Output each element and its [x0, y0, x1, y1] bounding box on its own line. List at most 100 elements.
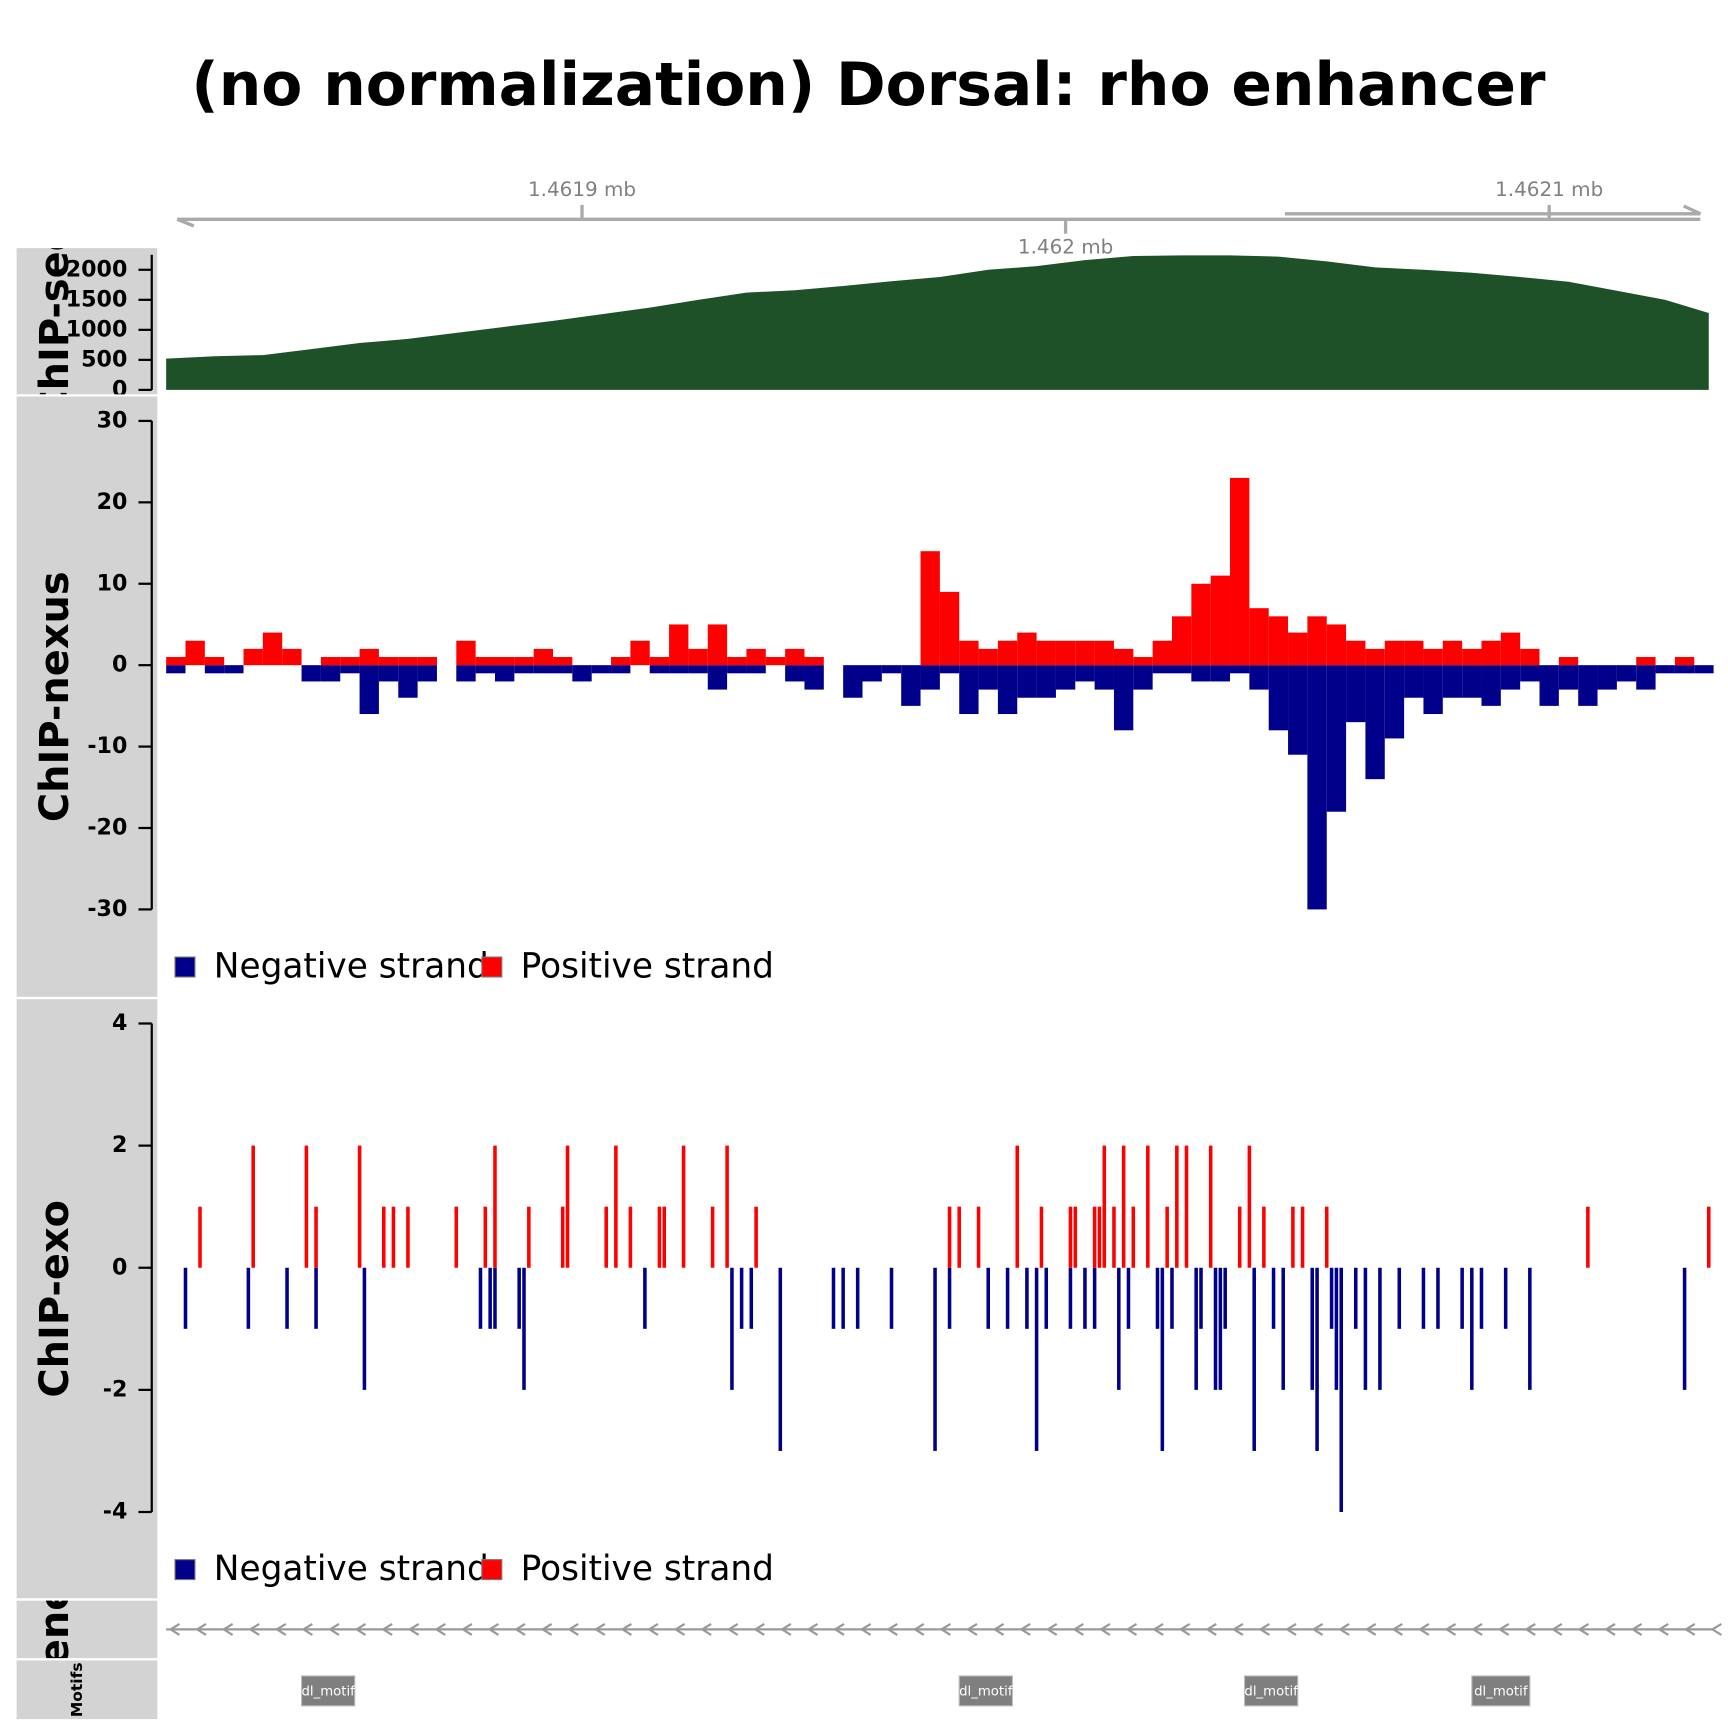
bar	[1133, 665, 1153, 690]
bar	[204, 657, 225, 666]
bar	[1694, 665, 1714, 674]
stick	[1165, 1206, 1169, 1268]
stick	[1034, 1267, 1039, 1451]
bar	[1210, 665, 1231, 682]
bar	[746, 648, 766, 666]
bar	[1442, 640, 1463, 666]
stick	[314, 1206, 318, 1268]
stick	[933, 1267, 937, 1451]
stick	[662, 1206, 667, 1268]
y-tick-label: -2	[103, 1376, 128, 1402]
stick	[754, 1206, 758, 1268]
y-tick-label: 30	[97, 407, 128, 433]
legend-label: Negative strand	[214, 1549, 489, 1589]
bar	[417, 665, 437, 682]
stick	[986, 1267, 991, 1329]
stick	[357, 1145, 362, 1268]
stick	[1334, 1267, 1339, 1390]
strand-chevron	[1577, 1622, 1590, 1636]
y-tick-label: 500	[81, 346, 127, 372]
bar	[166, 657, 186, 666]
bar	[1481, 665, 1501, 706]
bar	[1655, 665, 1675, 674]
stick	[1223, 1267, 1227, 1329]
strand-chevron	[460, 1622, 473, 1636]
bar	[939, 665, 960, 674]
x-tick-label: 1.4621 mb	[1495, 178, 1603, 201]
stick	[1184, 1145, 1189, 1268]
strand-chevron	[806, 1622, 819, 1636]
motif-label: dl_motif	[1474, 1684, 1528, 1699]
stick	[381, 1206, 386, 1268]
strand-chevron	[1657, 1622, 1669, 1636]
strand-chevron	[1019, 1622, 1031, 1636]
strand-chevron	[833, 1622, 845, 1636]
y-tick-label: 2000	[66, 256, 128, 282]
bar	[1578, 665, 1598, 706]
stick	[1397, 1267, 1402, 1329]
strand-chevron	[540, 1622, 553, 1636]
bar	[301, 665, 321, 682]
stick	[1005, 1267, 1010, 1329]
track-label-panel	[16, 248, 158, 395]
strand-chevron	[1417, 1622, 1430, 1636]
bar	[1094, 665, 1114, 690]
stick	[527, 1206, 531, 1268]
bar	[1365, 665, 1385, 780]
strand-chevron	[407, 1622, 420, 1636]
stick	[1329, 1267, 1334, 1329]
stick	[749, 1267, 754, 1329]
strand-chevron	[487, 1622, 500, 1636]
bar	[1558, 665, 1579, 690]
strand-chevron	[886, 1622, 898, 1636]
stick	[565, 1145, 570, 1268]
strand-chevron	[1550, 1622, 1563, 1636]
bar	[1152, 640, 1172, 666]
bar	[572, 665, 592, 682]
legend-swatch	[174, 956, 196, 978]
stick	[1068, 1267, 1073, 1329]
bar	[959, 665, 979, 715]
y-tick-label: 4	[112, 1010, 127, 1036]
stick	[1131, 1206, 1136, 1268]
bar	[1326, 624, 1347, 666]
bar	[669, 624, 689, 666]
stick	[1213, 1267, 1218, 1390]
bar	[649, 665, 670, 674]
bar	[1171, 616, 1192, 666]
bar	[707, 624, 728, 666]
legend-label: Positive strand	[521, 947, 774, 987]
bar	[166, 665, 186, 674]
stick	[1112, 1206, 1116, 1268]
bar	[1268, 665, 1289, 731]
motif-box	[301, 1675, 356, 1707]
strand-chevron	[912, 1622, 925, 1636]
stick	[1237, 1206, 1242, 1268]
bar	[1230, 665, 1250, 674]
bar	[1075, 640, 1095, 666]
stick	[957, 1206, 961, 1268]
bar	[1288, 632, 1308, 666]
stick	[285, 1267, 289, 1329]
bar	[843, 665, 863, 698]
bar	[553, 657, 573, 666]
bar	[649, 657, 670, 666]
motif-label: dl_motif	[1244, 1684, 1298, 1699]
legend-swatch	[481, 1559, 503, 1581]
stick	[1025, 1267, 1029, 1329]
bar	[978, 665, 998, 690]
strand-chevron	[195, 1622, 207, 1636]
strand-chevron	[1285, 1622, 1297, 1636]
bar	[1075, 665, 1095, 682]
bar	[204, 665, 225, 674]
strand-chevron	[514, 1622, 526, 1636]
track-label: Motifs	[68, 1662, 86, 1717]
track-label-panel	[16, 396, 158, 997]
bar	[920, 551, 940, 666]
legend-swatch	[174, 1559, 196, 1581]
stick	[730, 1267, 734, 1390]
stick	[725, 1145, 729, 1268]
y-tick-label: 1500	[66, 286, 128, 312]
bar	[533, 665, 554, 674]
